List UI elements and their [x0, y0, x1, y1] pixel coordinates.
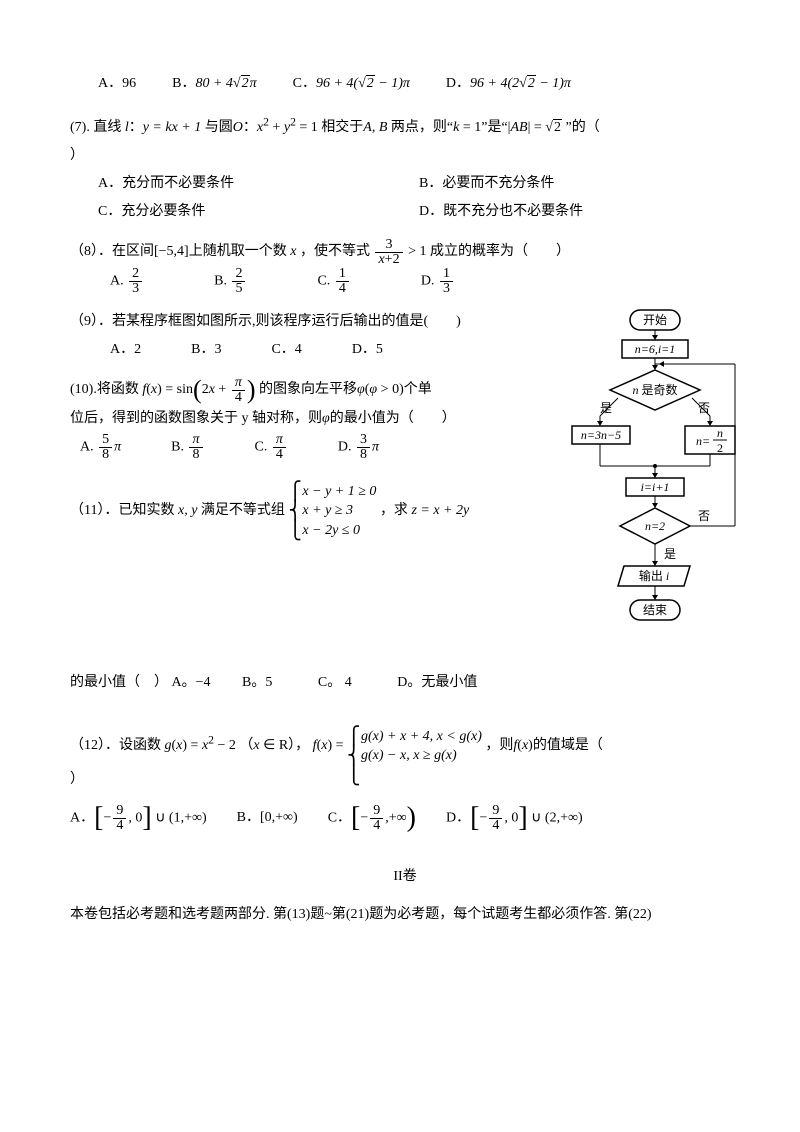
svg-text:n 是奇数: n 是奇数: [632, 382, 677, 397]
q8-stem: （8）．在区间[−5,4]上随机取一个数 x ，使不等式 3x+2 > 1 成立…: [70, 244, 570, 259]
q12-stem: （12）．设函数 g(x) = x2 − 2 （x ∈ R）， f(x) = g…: [70, 738, 603, 753]
q8-opt-d: D. 13: [421, 267, 455, 296]
q10-stem-b: 位后，得到的函数图象关于 y 轴对称，则φ的最小值为（ ）: [70, 405, 560, 433]
q11-opt-c: C。 4: [318, 675, 352, 690]
q6-options: A．96 B．80 + 42π C．96 + 4(2 − 1)π D．96 + …: [70, 70, 740, 98]
q10-opt-c: C. π4: [255, 433, 288, 462]
q10-opt-a: A. 58π: [80, 433, 121, 462]
q10: (10).将函数 f(x) = sin(2x + π4) 的图象向左平移φ(φ …: [70, 376, 560, 462]
q11-stem: （11）．已知实数 x, y 满足不等式组 x − y + 1 ≥ 0 x + …: [70, 503, 469, 518]
q11-opt-a: A。−4: [172, 675, 211, 690]
q9-stem: （9）．若某程序框图如图所示,则该程序运行后输出的值是( ): [70, 308, 560, 336]
q11-opt-b: B。5: [242, 675, 272, 690]
svg-text:是: 是: [664, 547, 676, 561]
svg-text:2: 2: [717, 441, 723, 455]
svg-text:是: 是: [600, 401, 612, 415]
q8-opt-a: A. 23: [110, 267, 144, 296]
q7-opt-c: C．充分必要条件: [98, 198, 419, 226]
svg-text:n=: n=: [696, 434, 710, 448]
q12: （12）．设函数 g(x) = x2 − 2 （x ∈ R）， f(x) = g…: [70, 727, 740, 833]
q6-opt-d: D．96 + 4(22 − 1)π: [446, 70, 571, 98]
q7-opt-b: B．必要而不充分条件: [419, 170, 740, 198]
svg-text:n=3n−5: n=3n−5: [581, 428, 621, 442]
q12-opt-d: D．[−94, 0] ∪ (2,+∞): [446, 804, 583, 833]
q11: （11）．已知实数 x, y 满足不等式组 x − y + 1 ≥ 0 x + …: [70, 482, 560, 541]
q11-tail: 的最小值（ ） A。−4 B。5 C。 4 D。无最小值: [70, 669, 740, 697]
q11-opt-d: D。无最小值: [397, 675, 477, 690]
svg-text:n: n: [717, 426, 723, 440]
svg-text:否: 否: [698, 509, 710, 523]
flow-start: 开始: [643, 313, 667, 327]
q6-opt-a: A．96: [98, 70, 136, 98]
q8-opt-b: B. 25: [214, 267, 247, 296]
section-ii-title: II卷: [70, 863, 740, 891]
q7-stem: (7). 直线 l：y = kx + 1 与圆O：x2 + y2 = 1 相交于…: [70, 120, 600, 135]
q8: （8）．在区间[−5,4]上随机取一个数 x ，使不等式 3x+2 > 1 成立…: [70, 238, 740, 296]
q9: （9）．若某程序框图如图所示,则该程序运行后输出的值是( ) A．2 B．3 C…: [70, 308, 560, 364]
q10-opt-d: D. 38π: [338, 433, 379, 462]
svg-text:n=6,i=1: n=6,i=1: [635, 342, 676, 356]
q7: (7). 直线 l：y = kx + 1 与圆O：x2 + y2 = 1 相交于…: [70, 110, 740, 226]
svg-text:n=2: n=2: [645, 519, 665, 533]
flowchart: 开始 n=6,i=1 n 是奇数 是 n=3n−5 否 n= n 2: [570, 308, 740, 669]
svg-text:否: 否: [698, 401, 710, 415]
q6-opt-c: C．96 + 4(2 − 1)π: [293, 70, 410, 98]
q9-opt-d: D．5: [352, 336, 383, 364]
q9-opt-c: C．4: [271, 336, 301, 364]
svg-text:结束: 结束: [643, 603, 667, 617]
q7-opt-a: A．充分而不必要条件: [98, 170, 419, 198]
svg-text:i=i+1: i=i+1: [641, 480, 670, 494]
q8-opt-c: C. 14: [317, 267, 350, 296]
q7-opt-d: D．既不充分也不必要条件: [419, 198, 740, 226]
q12-opt-b: B．[0,+∞): [237, 804, 298, 833]
q12-opt-c: C．[−94,+∞): [328, 804, 416, 833]
section-ii-intro: 本卷包括必考题和选考题两部分. 第(13)题~第(21)题为必考题，每个试题考生…: [70, 901, 740, 929]
q9-opt-b: B．3: [191, 336, 221, 364]
q12-opt-a: A．[−94, 0] ∪ (1,+∞): [70, 804, 207, 833]
q10-stem-a: (10).将函数 f(x) = sin(2x + π4) 的图象向左平移φ(φ …: [70, 382, 432, 397]
q6-opt-b: B．80 + 42π: [172, 70, 257, 98]
q9-opt-a: A．2: [110, 336, 141, 364]
svg-text:输出 i: 输出 i: [639, 568, 669, 583]
q10-opt-b: B. π8: [171, 433, 204, 462]
